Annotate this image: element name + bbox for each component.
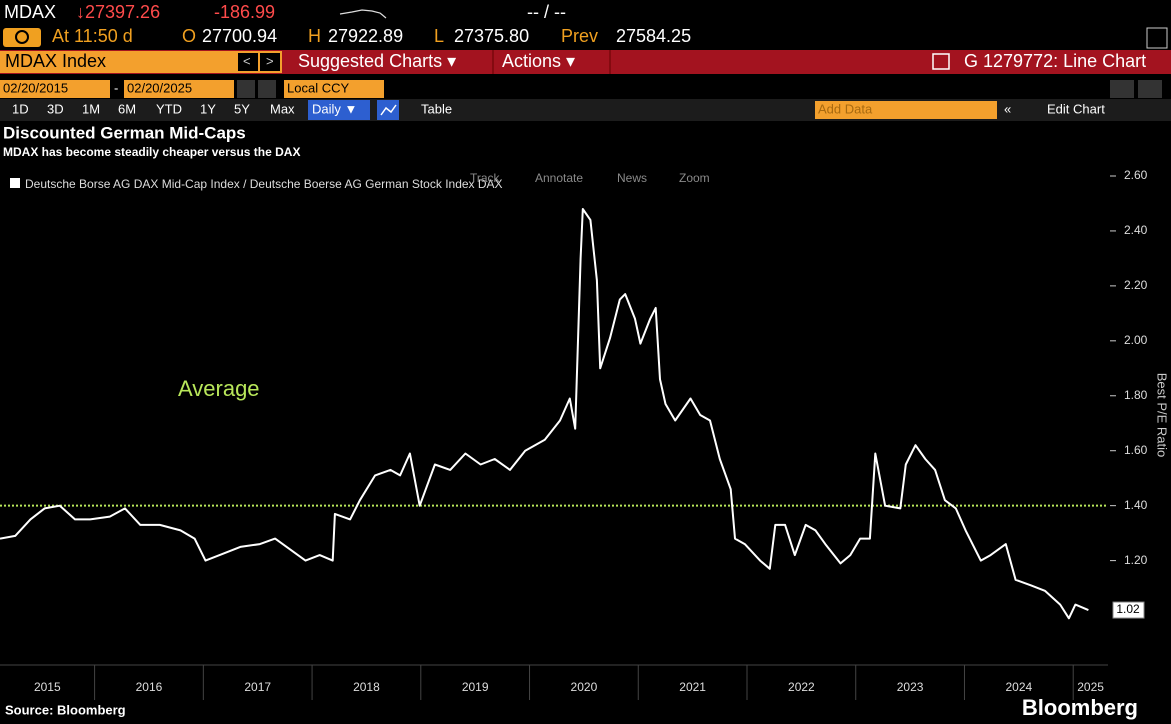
x-tick-label: 2021: [679, 680, 706, 694]
x-tick-label: 2015: [34, 680, 61, 694]
start-date-field[interactable]: [0, 80, 110, 98]
y-tick-label: 1.40: [1124, 498, 1148, 512]
next-button[interactable]: [260, 53, 280, 71]
currency-field[interactable]: [284, 80, 384, 98]
y-axis-label: Best P/E Ratio: [1155, 373, 1170, 458]
security-field[interactable]: [0, 51, 282, 73]
x-tick-label: 2022: [788, 680, 815, 694]
legend-label: Deutsche Borse AG DAX Mid-Cap Index / De…: [25, 177, 503, 191]
sparkline: [339, 9, 387, 19]
security: MDAX Index: [5, 51, 106, 71]
clock-face: [15, 30, 29, 44]
open-label: O: [182, 26, 196, 46]
end-date: 02/20/2025: [127, 80, 192, 95]
series-line: [0, 208, 1089, 620]
x-tick-label: 2024: [1005, 680, 1032, 694]
period-button[interactable]: YTD: [156, 101, 182, 116]
y-tick-label: 1.20: [1124, 553, 1148, 567]
brand: Bloomberg: [1022, 695, 1138, 720]
y-tick-label: 2.00: [1124, 333, 1148, 347]
period-button[interactable]: 5Y: [234, 101, 250, 116]
last-price: ↓27397.26: [76, 2, 160, 22]
high: 27922.89: [328, 26, 403, 46]
x-tick-label: 2017: [244, 680, 271, 694]
chart-tool[interactable]: Zoom: [679, 171, 710, 185]
last-value-label: 1.02: [1116, 602, 1140, 616]
last-value-box: [1112, 601, 1145, 619]
edit-chart[interactable]: Edit Chart: [1047, 101, 1105, 116]
back-button[interactable]: [237, 80, 255, 98]
high-label: H: [308, 26, 321, 46]
low-label: L: [434, 26, 444, 46]
legend-swatch: [10, 178, 20, 188]
y-tick-label: 1.60: [1124, 443, 1148, 457]
price-change: -186.99: [214, 2, 275, 22]
chart-view-icon: [380, 104, 397, 116]
x-tick-label: 2023: [897, 680, 924, 694]
period-button[interactable]: 3D: [47, 101, 64, 116]
period-button[interactable]: 1M: [82, 101, 100, 116]
average-label: Average: [178, 376, 260, 401]
x-tick-label: 2025: [1077, 680, 1104, 694]
prev-label: Prev: [561, 26, 598, 46]
prev: 27584.25: [616, 26, 691, 46]
chart-tool[interactable]: Annotate: [535, 171, 583, 185]
x-tick-label: 2016: [136, 680, 163, 694]
period-button[interactable]: 6M: [118, 101, 136, 116]
prev-arrow: <: [243, 53, 251, 68]
x-tick-label: 2019: [462, 680, 489, 694]
currency: Local CCY: [287, 80, 349, 95]
forward-button[interactable]: [258, 80, 276, 98]
chart-subtitle: MDAX has become steadily cheaper versus …: [3, 145, 300, 159]
suggested-charts[interactable]: Suggested Charts ▾: [298, 51, 456, 71]
chart-title: Discounted German Mid-Caps: [3, 123, 246, 142]
table-button[interactable]: Table: [421, 101, 452, 116]
period-button[interactable]: Max: [270, 101, 295, 116]
y-tick-label: 2.40: [1124, 223, 1148, 237]
bid-ask: -- / --: [527, 2, 566, 22]
period-button[interactable]: 1D: [12, 101, 29, 116]
add-data: Add Data: [818, 101, 873, 116]
chart-id: G 1279772: Line Chart: [964, 51, 1146, 71]
time: At 11:50 d: [52, 26, 133, 46]
add-data-field[interactable]: [815, 101, 997, 119]
chart-tool[interactable]: News: [617, 171, 647, 185]
collapse-arrows[interactable]: «: [1004, 101, 1011, 116]
y-tick-label: 2.20: [1124, 278, 1148, 292]
clock-icon: [3, 28, 41, 47]
x-tick-label: 2018: [353, 680, 380, 694]
open: 27700.94: [202, 26, 277, 46]
popout-icon[interactable]: [1146, 27, 1168, 49]
redo-button[interactable]: [1138, 80, 1162, 98]
prev-button[interactable]: [238, 53, 258, 71]
source: Source: Bloomberg: [5, 702, 126, 717]
y-tick-label: 1.80: [1124, 388, 1148, 402]
next-arrow: >: [266, 53, 274, 68]
undo-button[interactable]: [1110, 80, 1134, 98]
period-button[interactable]: 1Y: [200, 101, 216, 116]
date-separator: -: [114, 80, 118, 95]
actions[interactable]: Actions ▾: [502, 51, 575, 71]
period-buttons: 1D 3D 1M 6M YTD 1Y 5Y Max: [12, 101, 295, 116]
ticker: MDAX: [4, 2, 56, 22]
chart-tool[interactable]: Track: [470, 171, 501, 185]
end-date-field[interactable]: [124, 80, 234, 98]
y-tick-label: 2.60: [1124, 168, 1148, 182]
low: 27375.80: [454, 26, 529, 46]
export-icon[interactable]: [932, 53, 950, 70]
frequency-button[interactable]: [308, 100, 370, 120]
chart-tools: Track Annotate News Zoom: [470, 171, 710, 185]
x-tick-label: 2020: [571, 680, 598, 694]
start-date: 02/20/2015: [3, 80, 68, 95]
frequency: Daily ▼: [312, 101, 357, 116]
